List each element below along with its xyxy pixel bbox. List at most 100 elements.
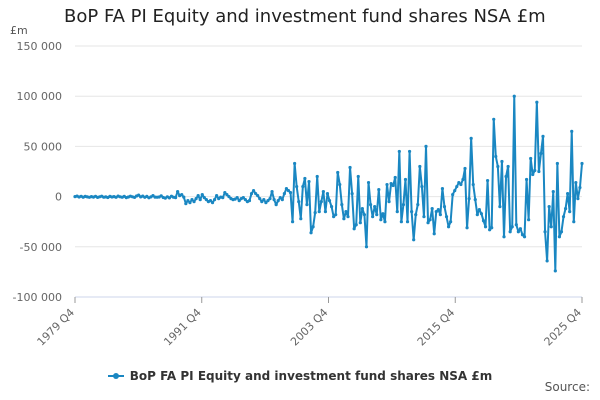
data-point[interactable]	[551, 189, 555, 194]
data-point[interactable]	[336, 170, 340, 175]
data-point[interactable]	[543, 230, 547, 234]
data-point[interactable]	[194, 197, 198, 201]
data-point[interactable]	[309, 231, 313, 235]
data-point[interactable]	[358, 221, 362, 225]
data-point[interactable]	[410, 210, 414, 214]
data-point[interactable]	[533, 168, 537, 173]
data-point[interactable]	[522, 235, 527, 239]
data-point[interactable]	[407, 149, 412, 154]
data-point[interactable]	[173, 196, 178, 200]
data-point[interactable]	[307, 179, 311, 184]
data-point[interactable]	[494, 154, 498, 159]
data-point[interactable]	[235, 196, 239, 200]
data-point[interactable]	[473, 198, 477, 202]
data-point[interactable]	[237, 199, 241, 203]
data-point[interactable]	[266, 199, 270, 203]
data-point[interactable]	[301, 184, 305, 189]
data-point[interactable]	[566, 191, 570, 196]
data-point[interactable]	[537, 169, 541, 174]
data-point[interactable]	[428, 218, 432, 222]
data-point[interactable]	[225, 192, 229, 197]
data-point[interactable]	[317, 210, 321, 214]
data-point[interactable]	[580, 161, 584, 166]
data-point[interactable]	[561, 215, 566, 219]
data-point[interactable]	[570, 129, 574, 133]
data-point[interactable]	[249, 191, 254, 196]
data-point[interactable]	[264, 201, 268, 205]
data-point[interactable]	[391, 183, 395, 188]
legend-item-series-1[interactable]: BoP FA PI Equity and investment fund sha…	[107, 369, 492, 383]
data-point[interactable]	[539, 151, 543, 156]
data-point[interactable]	[520, 233, 525, 237]
data-point[interactable]	[469, 136, 473, 140]
data-point[interactable]	[258, 197, 262, 201]
data-point[interactable]	[274, 203, 278, 207]
data-point[interactable]	[535, 100, 539, 104]
data-point[interactable]	[572, 220, 576, 224]
data-point[interactable]	[496, 164, 500, 169]
data-point[interactable]	[352, 227, 356, 231]
data-point[interactable]	[453, 188, 457, 193]
data-point[interactable]	[188, 201, 192, 205]
data-point[interactable]	[290, 220, 295, 224]
data-point[interactable]	[204, 198, 208, 202]
data-point[interactable]	[403, 177, 408, 182]
data-point[interactable]	[186, 199, 190, 203]
data-point[interactable]	[364, 245, 369, 249]
data-point[interactable]	[463, 166, 467, 171]
data-point[interactable]	[348, 165, 352, 170]
data-point[interactable]	[498, 205, 502, 209]
data-point[interactable]	[256, 194, 260, 198]
data-point[interactable]	[288, 190, 293, 195]
data-point[interactable]	[371, 215, 375, 219]
data-point[interactable]	[401, 203, 406, 207]
data-point[interactable]	[373, 205, 377, 209]
data-point[interactable]	[457, 180, 461, 185]
data-point[interactable]	[420, 184, 424, 189]
data-point[interactable]	[383, 220, 387, 224]
data-point[interactable]	[471, 182, 475, 187]
data-point[interactable]	[446, 225, 451, 229]
data-point[interactable]	[438, 213, 442, 217]
data-point[interactable]	[270, 189, 274, 194]
data-point[interactable]	[381, 212, 385, 216]
data-point[interactable]	[299, 217, 303, 221]
data-point[interactable]	[504, 174, 508, 179]
data-point[interactable]	[276, 199, 280, 203]
data-point[interactable]	[574, 180, 578, 185]
data-point[interactable]	[576, 197, 580, 201]
data-point[interactable]	[319, 200, 323, 204]
data-point[interactable]	[578, 185, 582, 190]
data-point[interactable]	[208, 199, 213, 203]
data-point[interactable]	[354, 223, 358, 227]
data-point[interactable]	[303, 176, 307, 181]
data-point[interactable]	[444, 215, 449, 219]
data-point[interactable]	[518, 227, 523, 231]
data-point[interactable]	[350, 191, 354, 196]
data-point[interactable]	[451, 192, 455, 197]
data-point[interactable]	[260, 200, 264, 204]
data-point[interactable]	[412, 238, 416, 242]
data-point[interactable]	[377, 187, 381, 192]
data-point[interactable]	[418, 164, 422, 169]
data-point[interactable]	[137, 193, 141, 197]
data-point[interactable]	[327, 199, 332, 203]
data-point[interactable]	[541, 134, 545, 138]
data-point[interactable]	[182, 195, 186, 199]
data-point[interactable]	[227, 195, 231, 199]
data-point[interactable]	[485, 178, 490, 183]
data-point[interactable]	[506, 164, 510, 169]
data-point[interactable]	[568, 210, 572, 214]
data-point[interactable]	[488, 228, 492, 232]
data-point[interactable]	[461, 177, 465, 182]
data-point[interactable]	[362, 213, 367, 217]
data-point[interactable]	[297, 200, 301, 204]
data-point[interactable]	[514, 223, 518, 227]
data-point[interactable]	[262, 198, 266, 202]
data-point[interactable]	[200, 192, 204, 197]
data-point[interactable]	[366, 180, 371, 185]
data-point[interactable]	[272, 198, 276, 202]
data-point[interactable]	[559, 230, 564, 234]
data-point[interactable]	[449, 220, 453, 224]
data-point[interactable]	[379, 218, 383, 222]
